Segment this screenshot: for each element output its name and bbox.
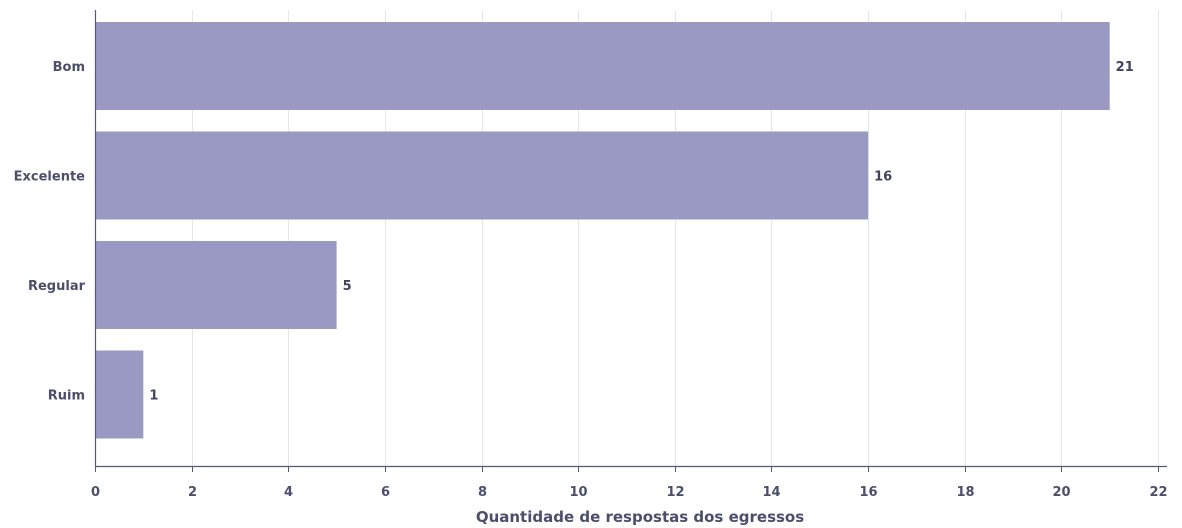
bar-regular <box>96 241 337 329</box>
data-label: 5 <box>343 279 352 294</box>
data-label: 21 <box>1116 60 1134 75</box>
x-tick-label: 18 <box>956 485 974 500</box>
x-tick-label: 0 <box>91 485 100 500</box>
bar-bom <box>96 22 1110 110</box>
x-tick-label: 20 <box>1052 485 1070 500</box>
x-tick-label: 6 <box>381 485 390 500</box>
category-label: Ruim <box>48 389 85 404</box>
data-label: 1 <box>149 389 158 404</box>
category-label: Regular <box>28 279 86 294</box>
x-tick-label: 4 <box>284 485 293 500</box>
bar-ruim <box>96 350 144 439</box>
bars <box>96 22 1110 439</box>
data-label: 16 <box>874 170 892 185</box>
category-labels: Bom Excelente Regular Ruim <box>14 60 86 404</box>
data-labels: 21 16 5 1 <box>149 60 1133 404</box>
x-tick-label: 22 <box>1149 485 1167 500</box>
x-tick-label: 12 <box>666 485 684 500</box>
category-label: Bom <box>53 60 85 75</box>
axes <box>94 10 1167 468</box>
category-label: Excelente <box>14 170 86 185</box>
x-axis-title: Quantidade de respostas dos egressos <box>476 508 804 526</box>
x-tick-label: 16 <box>859 485 877 500</box>
bar-excelente <box>96 131 869 220</box>
x-tick-label: 10 <box>569 485 587 500</box>
x-tick-label: 8 <box>478 485 487 500</box>
x-ticks: 0 2 4 6 8 10 12 14 16 18 20 22 <box>91 466 1168 500</box>
x-tick-label: 2 <box>188 485 197 500</box>
x-tick-label: 14 <box>762 485 780 500</box>
